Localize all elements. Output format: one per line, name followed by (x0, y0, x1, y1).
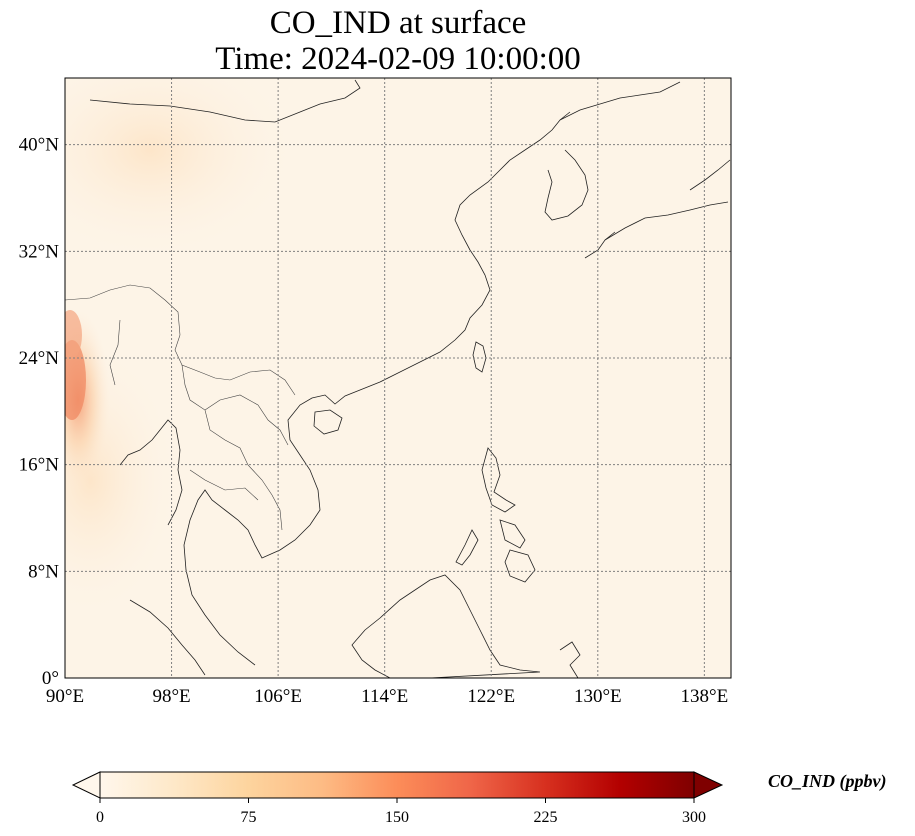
border-line (109, 319, 121, 386)
colorbar-ticks: 0 75 150 225 300 (96, 798, 706, 826)
mainland-coast (183, 249, 491, 666)
concentration-field (65, 78, 300, 620)
lon-tick-label: 130°E (574, 686, 622, 707)
colorbar-label: CO_IND (ppbv) (768, 771, 887, 792)
plume-west-edge (65, 310, 82, 360)
northeast-coast (559, 81, 681, 121)
lon-tick-label: 106°E (254, 686, 302, 707)
mindanao (504, 549, 536, 583)
map-panel (64, 77, 732, 679)
colorbar-tick-label: 225 (534, 809, 558, 826)
luzon (481, 447, 516, 513)
border-line (65, 284, 181, 336)
sulawesi (559, 641, 581, 678)
japan-kyushu (584, 231, 616, 259)
lon-tick-label: 138°E (681, 686, 729, 707)
lat-tick-label: 32°N (19, 241, 60, 262)
latitude-labels: 0° 8°N 16°N 24°N 32°N 40°N (19, 135, 60, 689)
longitude-labels: 90°E 98°E 106°E 114°E 122°E 130°E 138°E (46, 686, 728, 707)
yellow-sea-coast (454, 111, 571, 251)
coastlines (89, 79, 731, 678)
colorbar-tick-label: 0 (96, 809, 104, 826)
hainan (313, 409, 343, 435)
border-line (181, 364, 283, 531)
lat-tick-label: 40°N (19, 135, 60, 156)
colorbar-extend-min (71, 771, 101, 799)
korea-coast (544, 149, 589, 221)
borneo (351, 574, 541, 678)
lon-tick-label: 90°E (46, 686, 84, 707)
lat-tick-label: 16°N (19, 455, 60, 476)
japan-honshu (604, 201, 729, 241)
gridlines (65, 78, 731, 678)
colorbar-tick-label: 75 (241, 809, 257, 826)
lat-tick-label: 0° (42, 668, 59, 689)
sumatra (129, 599, 206, 676)
lat-tick-label: 8°N (28, 561, 59, 582)
map-frame (64, 77, 732, 679)
japan-north (689, 159, 731, 191)
lon-tick-label: 122°E (467, 686, 515, 707)
map-time-subtitle: Time: 2024-02-09 10:00:00 (215, 41, 581, 77)
colorbar: 0 75 150 225 300 CO_IND (ppbv) (71, 771, 887, 826)
map-title: CO_IND at surface (269, 5, 527, 41)
colorbar-extend-max (693, 771, 724, 799)
palawan (455, 529, 479, 566)
colorbar-tick-label: 300 (682, 809, 706, 826)
border-line (204, 394, 289, 446)
taiwan (472, 341, 487, 373)
lon-tick-label: 114°E (361, 686, 408, 707)
lat-tick-label: 24°N (19, 348, 60, 369)
lon-tick-label: 98°E (152, 686, 190, 707)
northern-border (89, 79, 361, 123)
visayas (499, 519, 526, 549)
haze-north (65, 78, 300, 260)
colorbar-bar (99, 771, 695, 799)
border-line (189, 469, 259, 501)
colorbar-tick-label: 150 (385, 809, 409, 826)
plume-hotspot (65, 340, 86, 420)
